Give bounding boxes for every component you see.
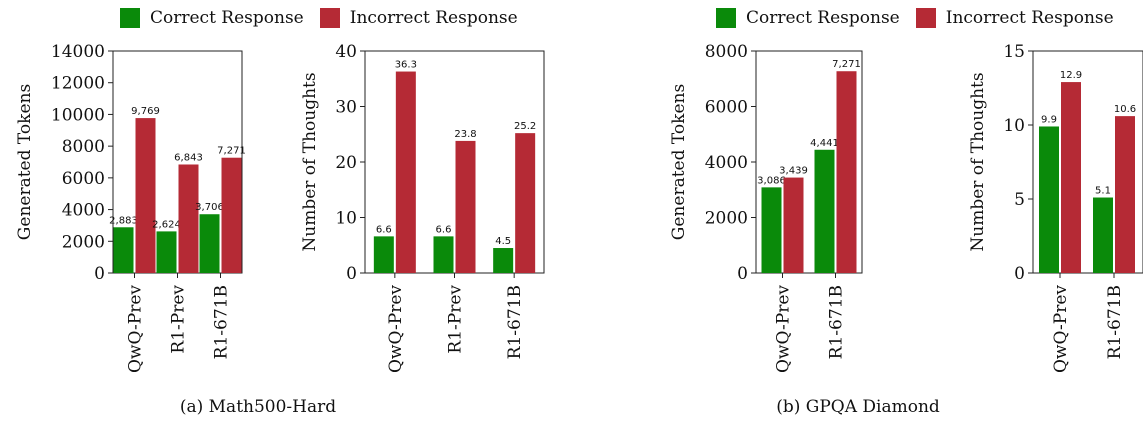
bar-incorrect xyxy=(783,177,804,273)
legend-swatch-correct xyxy=(716,8,736,28)
data-label-incorrect: 10.6 xyxy=(1114,104,1136,115)
x-tick-label: QwQ-Prev xyxy=(774,285,794,373)
bar-correct xyxy=(156,231,177,273)
x-tick-label: R1-Prev xyxy=(169,285,189,354)
bar-correct xyxy=(493,248,514,273)
y-tick-label: 12000 xyxy=(51,74,105,94)
legend-label-incorrect: Incorrect Response xyxy=(945,8,1114,28)
y-tick-label: 4000 xyxy=(62,201,105,221)
data-label-correct: 9.9 xyxy=(1041,114,1057,125)
bar-correct xyxy=(433,236,454,273)
data-label-incorrect: 12.9 xyxy=(1060,70,1082,81)
data-label-correct: 2,883 xyxy=(109,215,138,226)
bar-correct xyxy=(761,187,782,273)
data-label-incorrect: 3,439 xyxy=(779,166,808,177)
data-label-correct: 6.6 xyxy=(436,224,452,235)
y-axis-label: Number of Thoughts xyxy=(968,72,988,251)
data-label-incorrect: 23.8 xyxy=(454,129,476,140)
bar-correct xyxy=(373,236,394,273)
y-tick-label: 8000 xyxy=(705,42,748,62)
y-tick-label: 15 xyxy=(1003,42,1025,62)
plot-frame xyxy=(1032,50,1143,274)
legend-entry-correct: Correct Response xyxy=(716,8,900,28)
caption-b: (b) GPQA Diamond xyxy=(776,397,940,417)
bar-incorrect xyxy=(1061,82,1081,273)
y-tick-label: 2000 xyxy=(62,232,105,252)
x-tick-label: R1-671B xyxy=(827,285,847,359)
bar-correct xyxy=(199,214,220,273)
y-tick-label: 0 xyxy=(737,264,748,284)
bar-incorrect xyxy=(221,157,242,273)
legend-swatch-correct xyxy=(120,8,140,28)
bar-incorrect xyxy=(1115,116,1135,274)
y-tick-label: 10 xyxy=(335,209,357,229)
y-tick-label: 6000 xyxy=(62,169,105,189)
legend-b: Correct Response Incorrect Response xyxy=(716,5,1130,31)
y-tick-label: 0 xyxy=(1014,264,1025,284)
y-tick-label: 8000 xyxy=(62,137,105,157)
x-tick-label: QwQ-Prev xyxy=(1051,285,1071,373)
y-tick-label: 2000 xyxy=(705,209,748,229)
y-axis-label: Generated Tokens xyxy=(669,84,689,240)
data-label-correct: 6.6 xyxy=(376,224,392,235)
data-label-incorrect: 7,271 xyxy=(832,59,861,70)
data-label-incorrect: 9,769 xyxy=(131,106,160,117)
data-label-correct: 4.5 xyxy=(495,236,511,247)
y-tick-label: 0 xyxy=(94,264,105,284)
data-label-correct: 4,441 xyxy=(810,138,839,149)
legend-label-correct: Correct Response xyxy=(150,8,304,28)
legend-a: Correct Response Incorrect Response xyxy=(120,5,534,31)
bar-incorrect xyxy=(836,71,857,273)
y-tick-label: 6000 xyxy=(705,98,748,118)
y-axis-label: Generated Tokens xyxy=(15,84,35,240)
y-tick-label: 30 xyxy=(335,98,357,118)
data-label-correct: 5.1 xyxy=(1095,186,1111,197)
bar-incorrect xyxy=(135,118,156,273)
bar-incorrect xyxy=(178,164,199,273)
data-label-incorrect: 7,271 xyxy=(217,146,246,157)
bar-incorrect xyxy=(395,71,416,273)
legend-label-correct: Correct Response xyxy=(746,8,900,28)
y-tick-label: 40 xyxy=(335,42,357,62)
legend-label-incorrect: Incorrect Response xyxy=(349,8,518,28)
y-tick-label: 20 xyxy=(335,153,357,173)
bar-incorrect xyxy=(455,140,476,273)
data-label-incorrect: 36.3 xyxy=(395,60,417,71)
x-tick-label: R1-671B xyxy=(212,285,232,359)
y-tick-label: 0 xyxy=(346,264,357,284)
data-label-incorrect: 6,843 xyxy=(174,152,203,163)
y-tick-label: 10 xyxy=(1003,116,1025,136)
bar-correct xyxy=(113,227,134,273)
legend-swatch-incorrect xyxy=(915,8,936,28)
legend-entry-correct: Correct Response xyxy=(120,8,304,28)
y-tick-label: 4000 xyxy=(705,153,748,173)
y-tick-label: 14000 xyxy=(51,42,105,62)
legend-entry-incorrect: Incorrect Response xyxy=(915,8,1114,28)
x-tick-label: R1-671B xyxy=(505,285,525,359)
x-tick-label: QwQ-Prev xyxy=(386,285,406,373)
y-tick-label: 5 xyxy=(1014,190,1025,210)
bar-correct xyxy=(1039,126,1059,273)
bar-incorrect xyxy=(515,133,536,273)
legend-swatch-incorrect xyxy=(319,8,340,28)
y-tick-label: 10000 xyxy=(51,105,105,125)
bar-correct xyxy=(1093,197,1113,273)
bar-correct xyxy=(814,149,835,273)
legend-entry-incorrect: Incorrect Response xyxy=(319,8,518,28)
x-tick-label: QwQ-Prev xyxy=(126,285,146,373)
data-label-correct: 3,086 xyxy=(757,175,786,186)
y-axis-label: Number of Thoughts xyxy=(300,72,320,251)
caption-a: (a) Math500-Hard xyxy=(179,397,337,417)
data-label-correct: 2,624 xyxy=(152,219,181,230)
x-tick-label: R1-671B xyxy=(1105,285,1125,359)
data-label-incorrect: 25.2 xyxy=(514,121,536,132)
x-tick-label: R1-Prev xyxy=(446,285,466,354)
data-label-correct: 3,706 xyxy=(195,202,224,213)
